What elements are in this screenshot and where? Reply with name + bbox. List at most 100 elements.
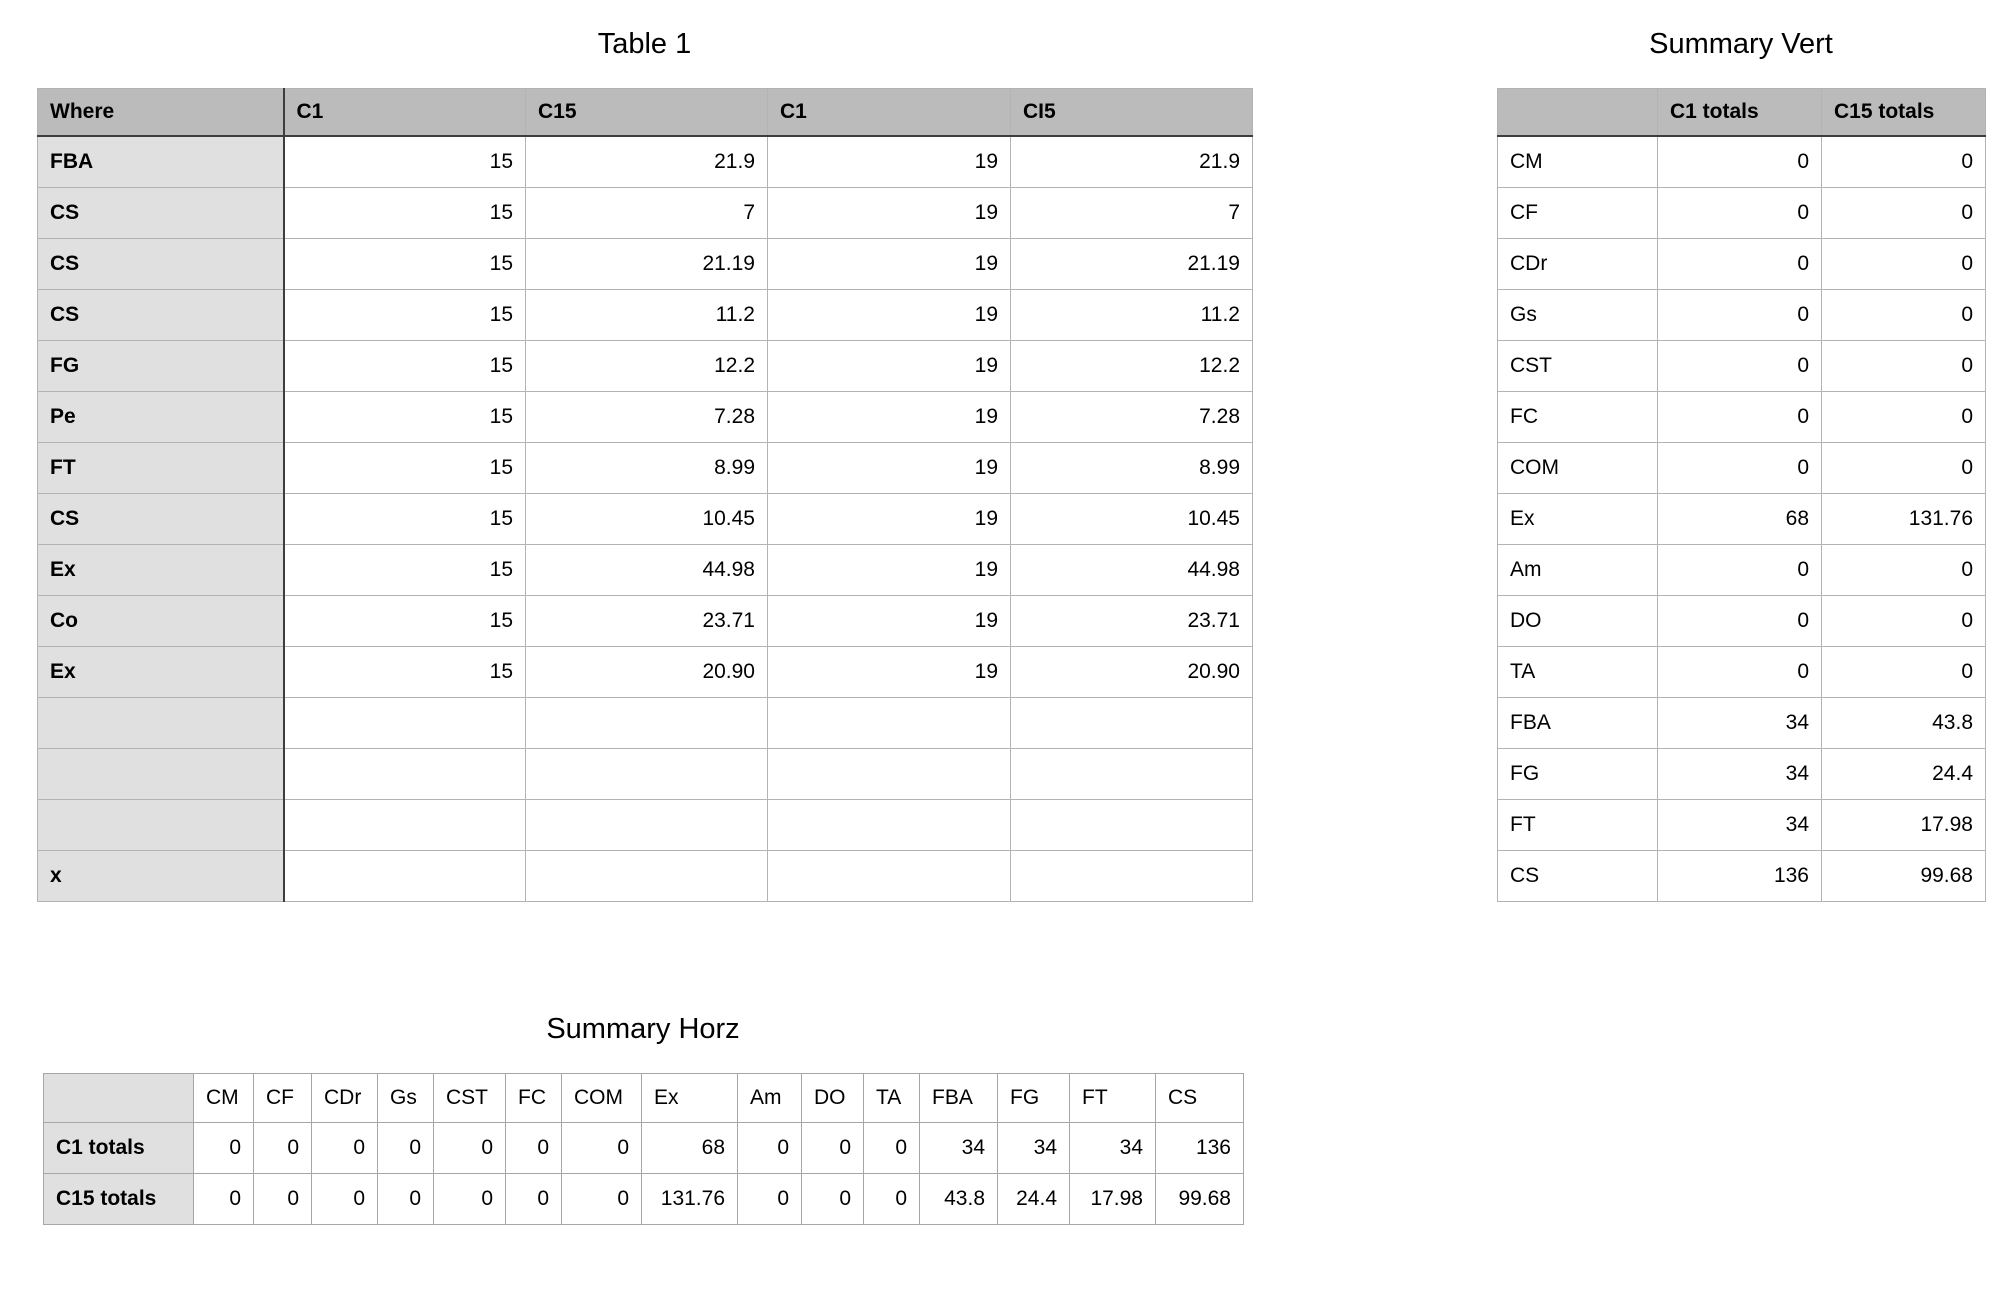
cell[interactable]: 23.71 (1010, 595, 1253, 647)
cell[interactable]: 0 (1657, 442, 1822, 494)
column-header[interactable]: FT (1069, 1073, 1156, 1123)
cell[interactable]: 44.98 (1010, 544, 1253, 596)
cell[interactable]: 136 (1657, 850, 1822, 902)
cell[interactable]: 15 (283, 238, 526, 290)
cell[interactable]: 0 (1657, 135, 1822, 188)
column-header[interactable]: Where (37, 88, 285, 137)
cell[interactable]: 0 (1821, 135, 1986, 188)
cell[interactable] (767, 850, 1011, 902)
cell[interactable]: 7.28 (525, 391, 768, 443)
row-label[interactable]: CS (37, 238, 285, 290)
cell[interactable]: 15 (283, 595, 526, 647)
row-label[interactable]: FG (37, 340, 285, 392)
row-label[interactable]: FG (1497, 748, 1658, 800)
cell[interactable]: 99.68 (1155, 1173, 1244, 1225)
cell[interactable]: 0 (433, 1173, 506, 1225)
column-header[interactable]: TA (863, 1073, 920, 1123)
cell[interactable]: 99.68 (1821, 850, 1986, 902)
row-label[interactable]: C15 totals (43, 1173, 194, 1225)
cell[interactable]: 0 (433, 1122, 506, 1174)
cell[interactable] (525, 748, 768, 800)
cell[interactable]: 0 (311, 1122, 378, 1174)
cell[interactable]: 15 (283, 646, 526, 698)
row-label[interactable]: CS (1497, 850, 1658, 902)
cell[interactable]: 0 (1657, 646, 1822, 698)
row-label[interactable]: TA (1497, 646, 1658, 698)
cell[interactable]: 34 (919, 1122, 998, 1174)
column-header[interactable]: DO (801, 1073, 864, 1123)
column-header[interactable]: C1 (283, 88, 526, 137)
column-header[interactable]: CS (1155, 1073, 1244, 1123)
column-header[interactable]: C1 (767, 88, 1011, 137)
column-header[interactable]: CM (193, 1073, 254, 1123)
row-label[interactable]: Am (1497, 544, 1658, 596)
cell[interactable] (1010, 799, 1253, 851)
cell[interactable]: 19 (767, 442, 1011, 494)
cell[interactable]: 11.2 (1010, 289, 1253, 341)
cell[interactable]: 0 (253, 1122, 312, 1174)
row-label[interactable]: COM (1497, 442, 1658, 494)
row-label[interactable]: Ex (37, 544, 285, 596)
cell[interactable]: 0 (377, 1122, 434, 1174)
cell[interactable]: 68 (641, 1122, 738, 1174)
cell[interactable]: 17.98 (1821, 799, 1986, 851)
cell[interactable]: 0 (1657, 187, 1822, 239)
cell[interactable]: 15 (283, 340, 526, 392)
cell[interactable]: 19 (767, 595, 1011, 647)
cell[interactable] (525, 850, 768, 902)
column-header[interactable]: CF (253, 1073, 312, 1123)
column-header[interactable]: CI5 (1010, 88, 1253, 137)
cell[interactable]: 7.28 (1010, 391, 1253, 443)
cell[interactable]: 34 (1657, 697, 1822, 749)
cell[interactable]: 0 (1657, 391, 1822, 443)
cell[interactable] (283, 748, 526, 800)
row-label[interactable]: FBA (1497, 697, 1658, 749)
cell[interactable] (283, 697, 526, 749)
cell[interactable]: 15 (283, 289, 526, 341)
cell[interactable]: 20.90 (1010, 646, 1253, 698)
cell[interactable]: 0 (253, 1173, 312, 1225)
cell[interactable]: 131.76 (1821, 493, 1986, 545)
cell[interactable]: 0 (561, 1173, 642, 1225)
column-header[interactable] (1497, 88, 1658, 137)
cell[interactable]: 17.98 (1069, 1173, 1156, 1225)
cell[interactable]: 19 (767, 391, 1011, 443)
cell[interactable]: 34 (1069, 1122, 1156, 1174)
cell[interactable]: 15 (283, 442, 526, 494)
cell[interactable]: 0 (1657, 289, 1822, 341)
row-label[interactable]: CM (1497, 135, 1658, 188)
row-label[interactable]: Pe (37, 391, 285, 443)
row-label[interactable]: FT (37, 442, 285, 494)
cell[interactable]: 19 (767, 493, 1011, 545)
cell[interactable]: 15 (283, 544, 526, 596)
cell[interactable]: 34 (1657, 799, 1822, 851)
column-header[interactable]: FG (997, 1073, 1070, 1123)
cell[interactable]: 0 (193, 1122, 254, 1174)
row-label[interactable]: CS (37, 493, 285, 545)
row-label[interactable]: CDr (1497, 238, 1658, 290)
cell[interactable]: 0 (1821, 238, 1986, 290)
cell[interactable]: 43.8 (1821, 697, 1986, 749)
cell[interactable]: 0 (1821, 646, 1986, 698)
cell[interactable]: 10.45 (1010, 493, 1253, 545)
row-label[interactable]: C1 totals (43, 1122, 194, 1174)
row-label[interactable]: DO (1497, 595, 1658, 647)
cell[interactable]: 0 (1657, 544, 1822, 596)
row-label[interactable] (37, 748, 285, 800)
cell[interactable]: 0 (1821, 442, 1986, 494)
column-header[interactable]: FBA (919, 1073, 998, 1123)
cell[interactable]: 0 (801, 1122, 864, 1174)
row-label[interactable]: CS (37, 187, 285, 239)
row-label[interactable]: FT (1497, 799, 1658, 851)
cell[interactable]: 0 (1821, 289, 1986, 341)
cell[interactable]: 0 (377, 1173, 434, 1225)
cell[interactable]: 21.19 (525, 238, 768, 290)
cell[interactable]: 21.9 (1010, 135, 1253, 188)
cell[interactable]: 15 (283, 493, 526, 545)
row-label[interactable]: CF (1497, 187, 1658, 239)
cell[interactable]: 0 (737, 1122, 802, 1174)
column-header[interactable]: C15 (525, 88, 768, 137)
cell[interactable]: 0 (1821, 340, 1986, 392)
cell[interactable]: 0 (505, 1122, 562, 1174)
cell[interactable]: 34 (997, 1122, 1070, 1174)
